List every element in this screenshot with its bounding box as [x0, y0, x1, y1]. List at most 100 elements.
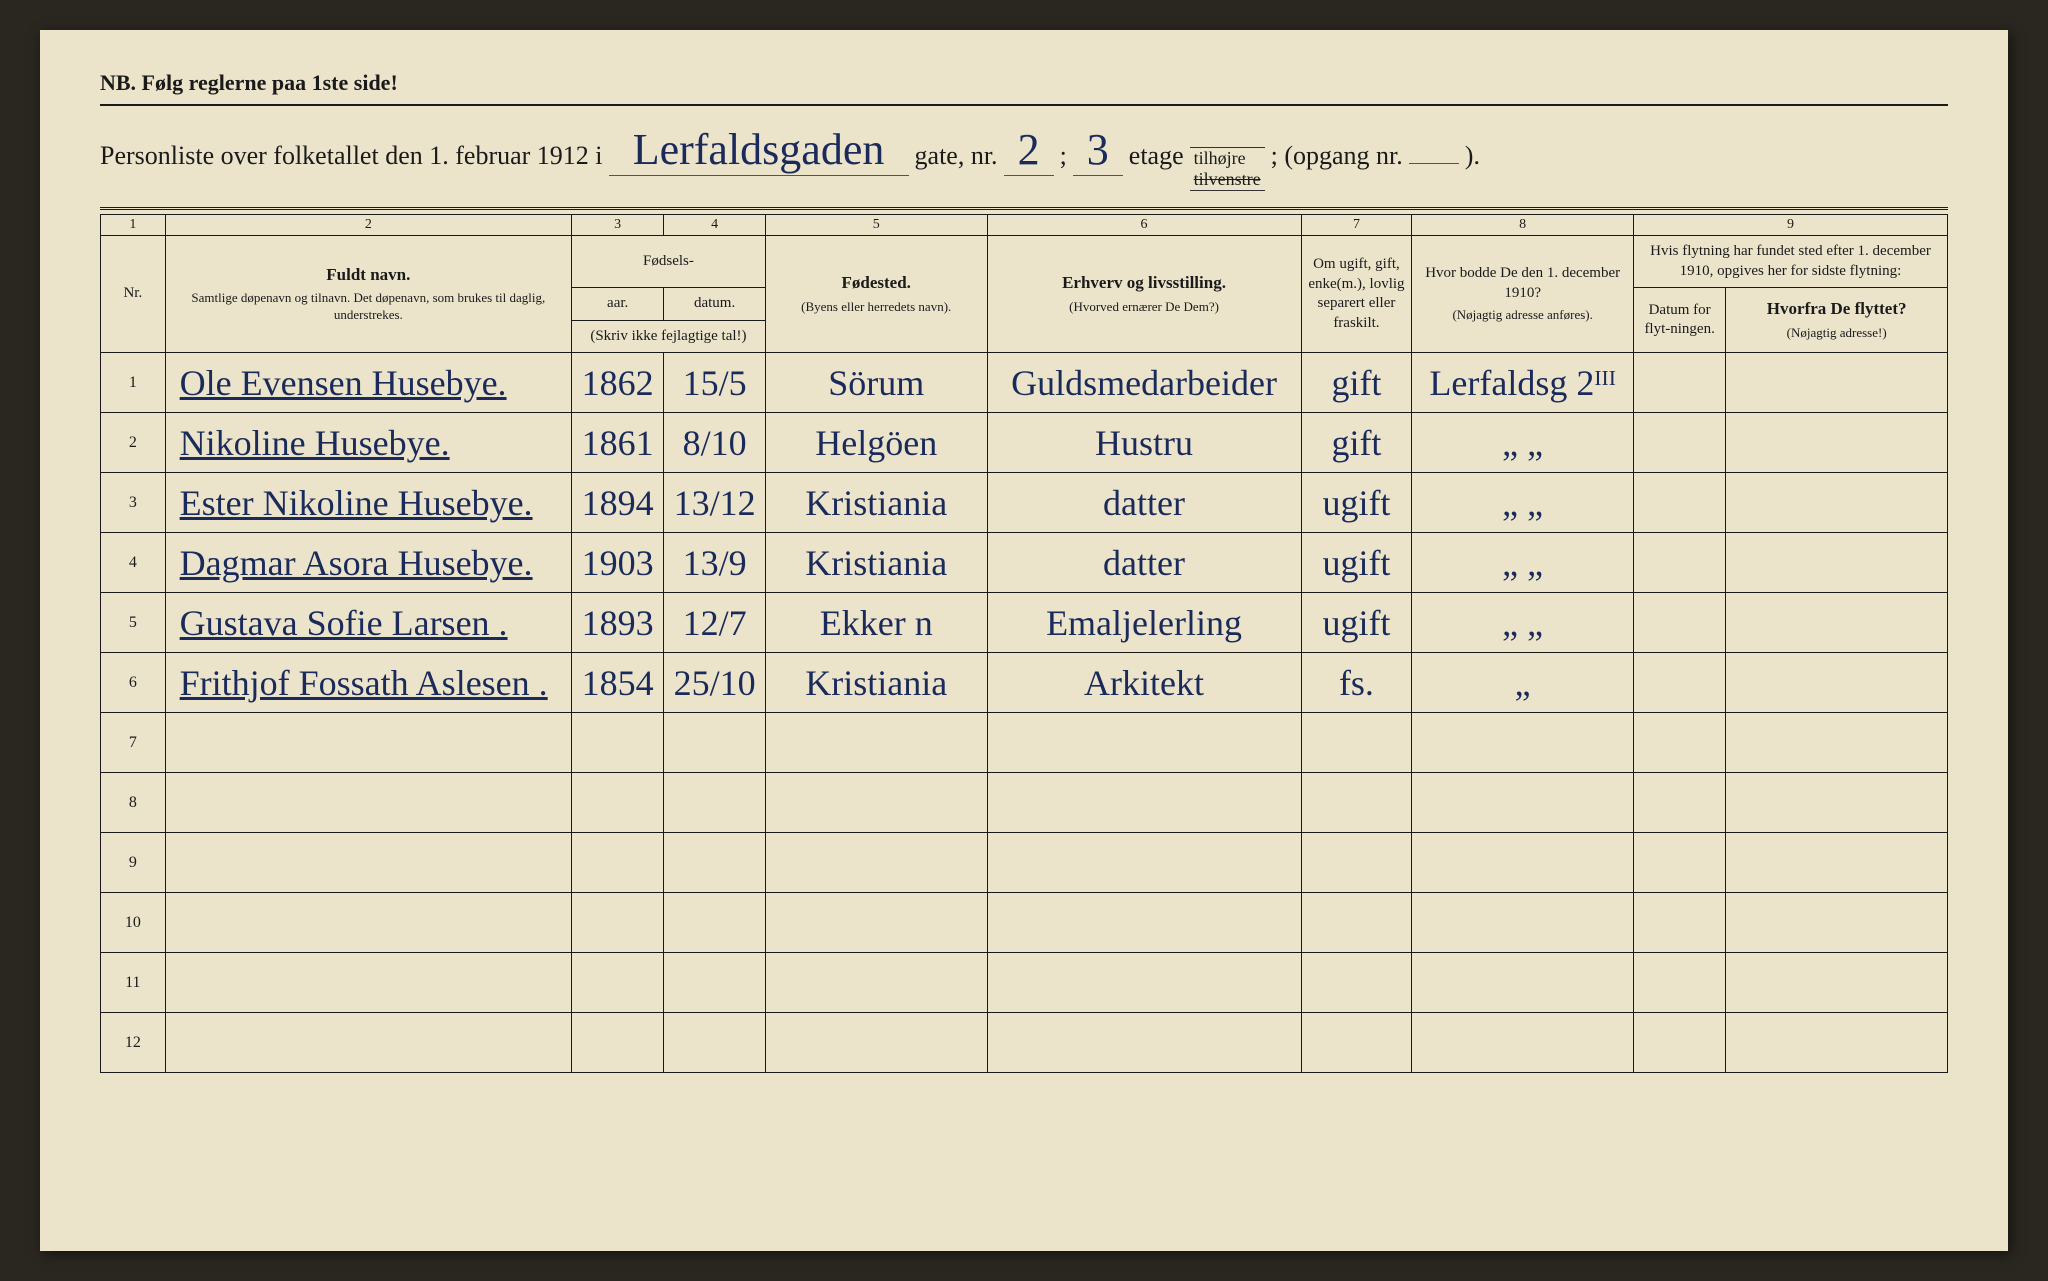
cell-date: 13/9 — [664, 533, 766, 593]
colnum-2: 2 — [165, 215, 571, 236]
hdr-fodested: Fødested. (Byens eller herredets navn). — [765, 236, 987, 353]
cell-move-date — [1633, 773, 1725, 833]
cell-name: Gustava Sofie Larsen . — [165, 593, 571, 653]
cell-place — [765, 713, 987, 773]
cell-date — [664, 713, 766, 773]
cell-addr1910 — [1412, 833, 1634, 893]
cell-name: Ester Nikoline Husebye. — [165, 473, 571, 533]
check-mark-icon: ✓ — [101, 361, 105, 406]
check-mark-icon: ✓ — [101, 481, 105, 526]
cell-addr1910: „ — [1412, 653, 1634, 713]
cell-addr1910 — [1412, 713, 1634, 773]
cell-name — [165, 1013, 571, 1073]
cell-date: 25/10 — [664, 653, 766, 713]
cell-place: Kristiania — [765, 653, 987, 713]
cell-move-from — [1726, 773, 1948, 833]
cell-place: Kristiania — [765, 473, 987, 533]
gate-label: gate, nr. — [915, 141, 998, 171]
cell-move-from — [1726, 953, 1948, 1013]
cell-move-date — [1633, 1013, 1725, 1073]
cell-marital — [1301, 833, 1412, 893]
census-form-page: NB. Følg reglerne paa 1ste side! Personl… — [40, 30, 2008, 1251]
cell-place — [765, 773, 987, 833]
cell-occupation: Arkitekt — [987, 653, 1301, 713]
etage-label: etage — [1129, 141, 1184, 171]
cell-marital: ugift — [1301, 533, 1412, 593]
cell-addr1910: „ „ — [1412, 473, 1634, 533]
hdr-erhverv-title: Erhverv og livsstilling. — [1062, 273, 1226, 292]
table-row: 12 — [101, 1013, 1948, 1073]
cell-date: 12/7 — [664, 593, 766, 653]
column-number-row: 1 2 3 4 5 6 7 8 9 — [101, 215, 1948, 236]
hdr-marital: Om ugift, gift, enke(m.), lovlig separer… — [1301, 236, 1412, 353]
opgang-label: ; (opgang nr. — [1271, 141, 1403, 171]
cell-date — [664, 833, 766, 893]
cell-move-from — [1726, 713, 1948, 773]
cell-addr1910: Lerfaldsg 2ᴵᴵᴵ — [1412, 353, 1634, 413]
cell-name: Nikoline Husebye. — [165, 413, 571, 473]
cell-year — [571, 893, 663, 953]
cell-year — [571, 713, 663, 773]
hdr-fodested-title: Fødested. — [842, 273, 911, 292]
cell-place: Helgöen — [765, 413, 987, 473]
cell-year — [571, 1013, 663, 1073]
cell-move-date — [1633, 833, 1725, 893]
table-row: ✓2Nikoline Husebye.18618/10HelgöenHustru… — [101, 413, 1948, 473]
cell-name — [165, 953, 571, 1013]
tilhojre: tilhøjre — [1194, 148, 1246, 168]
cell-move-from — [1726, 533, 1948, 593]
hdr-flyt-date: Datum for flyt-ningen. — [1633, 288, 1725, 353]
cell-place — [765, 1013, 987, 1073]
table-row: 11 — [101, 953, 1948, 1013]
cell-nr: ✓4 — [101, 533, 166, 593]
colnum-3: 3 — [571, 215, 663, 236]
hdr-flyt: Hvis flytning har fundet sted efter 1. d… — [1633, 236, 1947, 288]
cell-year: 1861 — [571, 413, 663, 473]
table-row: ✓3Ester Nikoline Husebye.189413/12Kristi… — [101, 473, 1948, 533]
cell-name — [165, 833, 571, 893]
floor-nr: 3 — [1073, 124, 1123, 176]
tilvenstre: tilvenstre — [1194, 169, 1261, 189]
cell-date — [664, 1013, 766, 1073]
cell-move-from — [1726, 413, 1948, 473]
hdr-addr1910-sub: (Nøjagtig adresse anføres). — [1416, 307, 1629, 324]
table-row: 8 — [101, 773, 1948, 833]
cell-name — [165, 893, 571, 953]
cell-name: Ole Evensen Husebye. — [165, 353, 571, 413]
cell-year: 1862 — [571, 353, 663, 413]
cell-addr1910 — [1412, 953, 1634, 1013]
cell-occupation — [987, 1013, 1301, 1073]
table-row: 9 — [101, 833, 1948, 893]
hdr-flyt-from-title: Hvorfra De flyttet? — [1767, 299, 1907, 318]
colnum-7: 7 — [1301, 215, 1412, 236]
hdr-aar: aar. — [571, 288, 663, 321]
table-body: ✓1Ole Evensen Husebye.186215/5SörumGulds… — [101, 353, 1948, 1073]
cell-nr: ✓5 — [101, 593, 166, 653]
check-mark-icon: ✓ — [101, 601, 105, 646]
check-mark-icon: ✓ — [101, 421, 105, 466]
cell-nr: 8 — [101, 773, 166, 833]
check-mark-icon: ✓ — [101, 541, 105, 586]
cell-place — [765, 833, 987, 893]
cell-marital: gift — [1301, 413, 1412, 473]
table-row: ✓5Gustava Sofie Larsen .189312/7Ekker nE… — [101, 593, 1948, 653]
cell-date: 8/10 — [664, 413, 766, 473]
cell-nr: 12 — [101, 1013, 166, 1073]
cell-addr1910 — [1412, 893, 1634, 953]
hdr-name-sub: Samtlige døpenavn og tilnavn. Det døpena… — [170, 290, 567, 324]
cell-nr: ✓1 — [101, 353, 166, 413]
cell-date — [664, 893, 766, 953]
closing-paren: ). — [1465, 141, 1480, 171]
cell-occupation: Hustru — [987, 413, 1301, 473]
cell-addr1910: „ „ — [1412, 593, 1634, 653]
cell-year: 1894 — [571, 473, 663, 533]
cell-year: 1903 — [571, 533, 663, 593]
cell-move-date — [1633, 713, 1725, 773]
cell-marital: ugift — [1301, 473, 1412, 533]
cell-nr: 11 — [101, 953, 166, 1013]
cell-marital — [1301, 893, 1412, 953]
cell-name: Frithjof Fossath Aslesen . — [165, 653, 571, 713]
cell-addr1910 — [1412, 773, 1634, 833]
census-table: 1 2 3 4 5 6 7 8 9 Nr. Fuldt navn. Samtli… — [100, 214, 1948, 1073]
colnum-6: 6 — [987, 215, 1301, 236]
